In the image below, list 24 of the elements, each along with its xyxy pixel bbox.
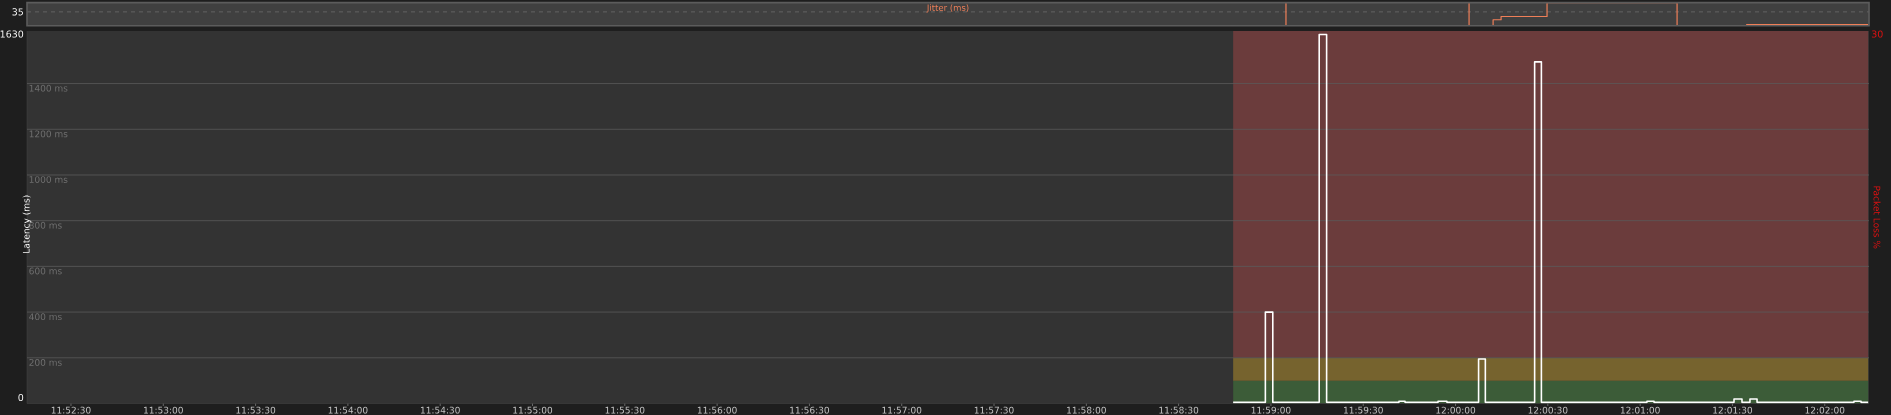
- text: 0: [18, 393, 24, 402]
- x-tick-label: 11:59:00: [1251, 406, 1291, 414]
- x-tick-label: 11:52:30: [51, 406, 91, 414]
- x-tick-label: 11:53:30: [236, 406, 276, 414]
- x-tick-label: 11:57:30: [974, 406, 1014, 414]
- x-tick-label: 11:59:30: [1344, 406, 1383, 414]
- x-tick-label: 11:57:00: [882, 406, 922, 414]
- x-tick-label: 11:56:30: [790, 406, 830, 414]
- x-tick-label: 11:58:30: [1159, 406, 1199, 414]
- x-tick-label: 11:58:00: [1067, 406, 1106, 414]
- x-tick-label: 11:56:00: [697, 406, 737, 414]
- x-tick-label: 12:02:00: [1805, 406, 1845, 414]
- x-tick-label: 12:00:30: [1528, 406, 1568, 414]
- x-tick-label: 12:01:30: [1713, 406, 1753, 414]
- x-tick-label: 11:55:00: [513, 406, 553, 414]
- x-tick-label: 12:01:00: [1620, 406, 1660, 414]
- x-tick-label: 11:54:30: [420, 406, 460, 414]
- x-tick-label: 11:54:00: [328, 406, 368, 414]
- x-tick-label: 11:55:30: [605, 406, 645, 414]
- x-tick-label: 12:00:00: [1436, 406, 1476, 414]
- text: 30: [1871, 30, 1883, 38]
- text: 1630: [0, 30, 24, 38]
- y2-axis-title: Packet Loss %: [1873, 186, 1881, 249]
- x-tick-label: 11:53:00: [144, 406, 183, 414]
